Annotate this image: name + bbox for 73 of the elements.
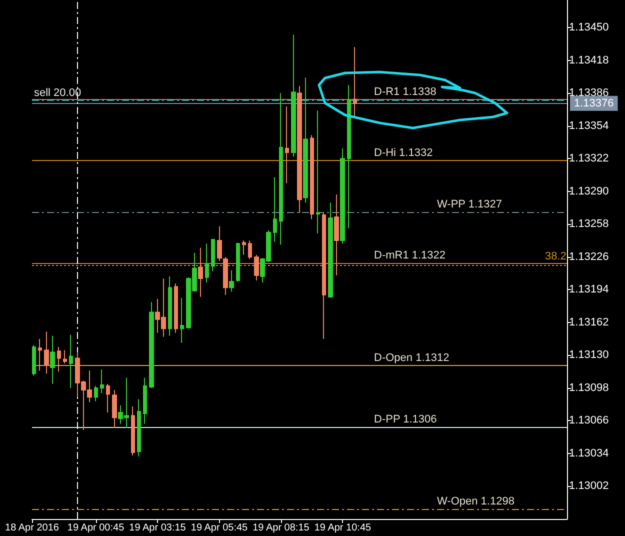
ref-line-label: D-Hi 1.1332 xyxy=(374,147,433,160)
candlestick xyxy=(328,202,333,298)
y-tick-label: 1.13418 xyxy=(569,54,609,66)
x-tick-label: 18 Apr 2016 xyxy=(5,522,60,534)
y-tick-label: 1.13066 xyxy=(569,414,609,427)
y-tick-label: 1.13386 xyxy=(569,87,609,100)
candlestick xyxy=(303,77,308,204)
candlestick xyxy=(248,240,252,260)
candlestick xyxy=(57,346,61,372)
candlestick xyxy=(291,34,296,158)
candlestick xyxy=(285,106,289,184)
candlestick xyxy=(131,406,135,456)
y-tick-label: 1.13002 xyxy=(569,480,609,492)
ref-line-label: D-mR1 1.1322 xyxy=(374,250,446,262)
candlestick xyxy=(50,335,55,384)
candlestick xyxy=(297,85,302,214)
candlestick xyxy=(106,383,110,414)
candlestick xyxy=(236,242,240,282)
y-tick-label: 1.13226 xyxy=(569,250,609,263)
candlestick xyxy=(223,256,228,296)
candlestick xyxy=(322,212,326,340)
y-tick-label: 1.13258 xyxy=(569,218,609,230)
candlestick xyxy=(273,176,277,242)
y-tick-label: 1.13450 xyxy=(569,22,609,34)
candlestick xyxy=(254,254,259,281)
candlestick xyxy=(211,239,215,272)
candlestick xyxy=(168,276,172,336)
candlestick xyxy=(340,148,345,244)
candlestick xyxy=(316,110,320,234)
ref-line-label: 1.13376 xyxy=(574,97,614,110)
x-tick-label: 19 Apr 03:15 xyxy=(129,522,186,534)
candlestick xyxy=(63,350,67,364)
candlestick xyxy=(180,297,184,344)
ref-line-label: W-Open 1.1298 xyxy=(437,495,514,508)
candlestick xyxy=(174,283,178,334)
candlestick xyxy=(44,331,49,374)
y-tick-label: 1.13130 xyxy=(569,349,609,362)
candlestick xyxy=(205,243,209,284)
ref-line-label: D-R1 1.1338 xyxy=(374,86,436,98)
candlestick xyxy=(198,247,203,298)
x-tick-label: 19 Apr 08:15 xyxy=(252,522,310,534)
candlestick xyxy=(310,134,314,220)
x-tick-label: 19 Apr 05:45 xyxy=(190,522,248,534)
ref-line-label: W-PP 1.1327 xyxy=(437,198,502,210)
candlestick xyxy=(334,194,339,276)
ref-line-label: D-Open 1.1312 xyxy=(374,352,450,364)
ref-line-label: D-PP 1.1306 xyxy=(374,413,437,426)
candlestick xyxy=(149,301,154,388)
x-tick-label: 19 Apr 10:45 xyxy=(314,522,372,534)
candlestick xyxy=(279,92,283,246)
candlestick xyxy=(100,369,104,394)
y-tick-label: 1.13354 xyxy=(569,120,609,132)
candlestick xyxy=(143,377,147,424)
candlestick xyxy=(69,334,73,388)
y-tick-label: 1.13290 xyxy=(569,185,609,198)
candlestick xyxy=(137,398,141,458)
x-tick-label: 19 Apr 00:45 xyxy=(67,522,125,534)
annotation: 38.2 xyxy=(545,250,566,263)
candlestick xyxy=(347,84,351,229)
y-tick-label: 1.13098 xyxy=(569,382,609,394)
candlestick xyxy=(242,240,246,256)
candlestick xyxy=(217,226,222,262)
candlestick xyxy=(32,344,36,376)
candlestick xyxy=(94,385,98,402)
candlestick xyxy=(229,270,234,292)
ref-line-label: sell 20.00 xyxy=(34,86,82,99)
y-tick-label: 1.13322 xyxy=(569,152,609,165)
candlestick xyxy=(38,338,42,372)
candlestick xyxy=(112,390,117,428)
candlestick xyxy=(353,46,357,118)
y-tick-label: 1.13162 xyxy=(569,316,609,328)
y-tick-label: 1.13194 xyxy=(569,284,609,296)
y-tick-label: 1.13034 xyxy=(569,447,609,460)
